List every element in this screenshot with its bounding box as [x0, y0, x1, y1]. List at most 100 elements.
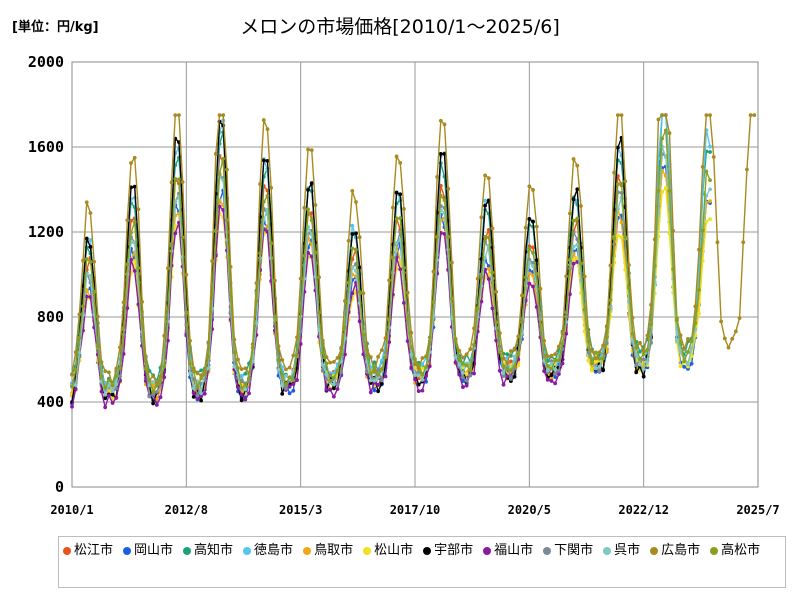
data-point: [354, 269, 358, 273]
data-point: [88, 238, 93, 242]
data-point: [420, 366, 425, 371]
data-point: [453, 355, 458, 360]
data-point: [497, 368, 502, 373]
legend-marker-icon: [243, 547, 252, 555]
data-point: [202, 372, 207, 377]
data-point: [114, 382, 119, 387]
data-point: [84, 236, 89, 241]
data-point: [446, 235, 451, 239]
data-point: [158, 382, 163, 387]
data-point: [520, 320, 524, 325]
data-point: [512, 374, 517, 379]
data-point: [571, 257, 576, 262]
data-point: [464, 383, 469, 388]
data-point: [291, 353, 296, 358]
data-point: [335, 382, 340, 387]
data-point: [686, 350, 690, 354]
legend-item: 松山市: [363, 541, 413, 561]
data-point: [638, 349, 642, 354]
data-point: [221, 156, 226, 161]
data-point: [324, 377, 329, 382]
data-point: [420, 388, 425, 393]
data-point: [512, 354, 517, 359]
data-point: [571, 261, 576, 266]
legend-marker-icon: [303, 547, 312, 555]
data-point: [582, 274, 587, 279]
data-point: [575, 163, 580, 168]
data-point: [398, 267, 403, 272]
data-point: [354, 247, 358, 252]
legend-item: 宇部市: [423, 541, 473, 561]
series-11: [70, 128, 712, 394]
data-point: [638, 340, 642, 345]
legend-item: 松江市: [63, 541, 113, 561]
data-point: [236, 366, 240, 370]
data-point: [582, 307, 587, 312]
data-point: [221, 113, 226, 118]
data-point: [531, 251, 535, 255]
axes: 0 400 800 1200 1600 2000 2010/1 2012/8 2015/3 201…: [28, 53, 780, 517]
legend-label: 徳島市: [254, 543, 294, 558]
data-point: [103, 396, 108, 401]
data-point: [136, 207, 141, 212]
x-tick-label: 2025/7: [736, 503, 779, 517]
data-point: [442, 122, 447, 127]
data-point: [645, 347, 650, 352]
data-point: [615, 182, 620, 187]
data-point: [99, 360, 104, 365]
data-point: [556, 344, 561, 349]
legend-item: 下関市: [543, 541, 593, 561]
data-point: [468, 373, 473, 378]
data-point: [575, 216, 580, 221]
data-point: [516, 334, 521, 339]
data-point: [184, 311, 189, 316]
data-point: [379, 381, 384, 386]
data-point: [409, 365, 414, 370]
data-point: [619, 181, 624, 186]
legend-item: 徳島市: [243, 541, 293, 561]
data-point: [560, 341, 565, 346]
data-point: [405, 290, 410, 295]
data-point: [708, 187, 712, 192]
data-point: [660, 113, 665, 118]
data-point: [225, 218, 229, 222]
data-point: [236, 357, 240, 362]
data-point: [638, 362, 642, 367]
legend-marker-icon: [710, 547, 719, 555]
data-point: [494, 289, 499, 294]
legend-marker-icon: [543, 547, 552, 555]
data-point: [335, 355, 340, 360]
data-point: [284, 386, 288, 391]
data-point: [413, 377, 417, 382]
data-point: [151, 401, 156, 406]
data-point: [590, 361, 594, 366]
data-point: [154, 390, 159, 394]
data-point: [394, 190, 399, 195]
data-point: [402, 300, 406, 305]
data-point: [708, 178, 712, 183]
data-point: [173, 176, 178, 181]
data-point: [132, 268, 137, 273]
data-point: [368, 371, 373, 376]
data-point: [464, 363, 469, 368]
data-point: [165, 266, 170, 271]
data-point: [331, 360, 336, 364]
data-point: [553, 358, 558, 363]
data-point: [398, 160, 403, 165]
data-point: [575, 260, 580, 264]
data-point: [722, 336, 727, 341]
data-point: [103, 385, 108, 390]
data-point: [195, 371, 200, 376]
data-point: [745, 167, 749, 172]
data-point: [298, 342, 303, 346]
data-point: [280, 383, 285, 388]
data-point: [265, 127, 270, 132]
data-point: [165, 306, 170, 311]
y-tick-label: 800: [37, 308, 64, 326]
data-point: [479, 215, 484, 220]
data-point: [106, 378, 111, 383]
data-point: [261, 158, 266, 163]
data-point: [335, 368, 340, 373]
data-point: [81, 304, 85, 309]
data-point: [272, 278, 277, 283]
